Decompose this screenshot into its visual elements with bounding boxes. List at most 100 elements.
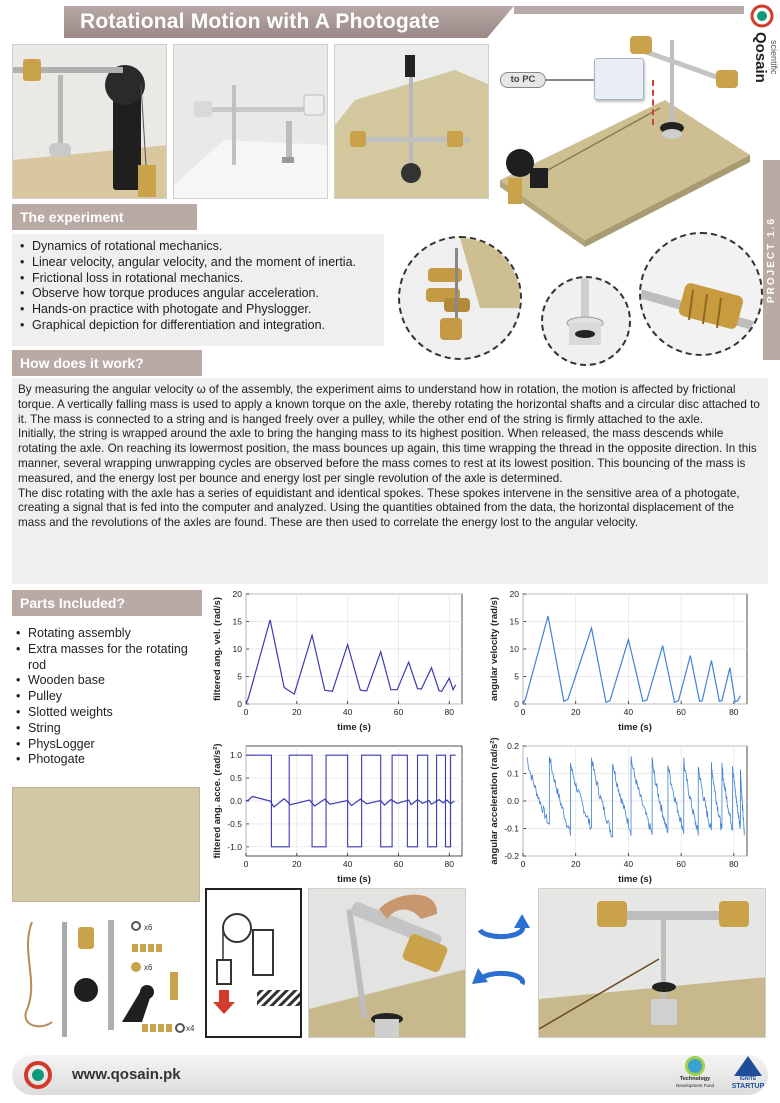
footer-bar: [12, 1055, 768, 1095]
svg-text:Qosain: Qosain: [752, 32, 769, 83]
x-tick-label: 80: [729, 859, 739, 869]
x-axis-label: time (s): [618, 874, 652, 885]
svg-text:scientific: scientific: [769, 40, 779, 75]
wooden-base-image: [12, 787, 200, 902]
connector-line: [546, 79, 594, 81]
tech-fund-icon: [685, 1056, 705, 1076]
x-tick-label: 20: [571, 859, 581, 869]
tech-fund-line1: Technology: [679, 1076, 711, 1082]
footer-logo: [20, 1058, 56, 1092]
photo-pulley-assembly: [12, 44, 167, 199]
how-heading: How does it work?: [12, 350, 202, 376]
experiment-list: Dynamics of rotational mechanics. Linear…: [20, 239, 376, 334]
series-line: [522, 615, 741, 705]
pulley-diagram: [205, 888, 302, 1038]
experiment-heading: The experiment: [12, 204, 197, 230]
project-tag: PROJECT 1.6: [763, 160, 780, 360]
y-tick-label: 0.0: [507, 796, 519, 806]
detail-photogate-disc: [541, 276, 631, 366]
parts-heading: Parts Included?: [12, 590, 202, 616]
series-line: [526, 755, 745, 838]
parts-item: Slotted weights: [16, 705, 198, 721]
parts-item: Wooden base: [16, 673, 198, 689]
x-tick-label: 40: [624, 707, 634, 717]
y-axis-label: filtered ang. vel. (rad/s): [212, 597, 223, 701]
experiment-item: Graphical depiction for differentiation …: [20, 318, 376, 334]
y-axis-label: angular acceleration (rad/s²): [489, 738, 500, 865]
series-line-square: [246, 754, 456, 848]
y-tick-label: 20: [233, 589, 243, 599]
x-tick-label: 80: [445, 707, 455, 717]
y-tick-label: 5: [237, 672, 242, 682]
experiment-item: Frictional loss in rotational mechanics.: [20, 271, 376, 287]
y-tick-label: -0.5: [227, 819, 242, 829]
svg-text:x6: x6: [144, 963, 153, 972]
experiment-item: Hands-on practice with photogate and Phy…: [20, 302, 376, 318]
tech-fund-logo: Technology Development Fund: [670, 1056, 720, 1096]
startup-logo: IGNITE STARTUP: [726, 1054, 770, 1096]
detail-slotted-weights: [398, 236, 522, 360]
svg-text:x6: x6: [144, 923, 153, 932]
x-tick-label: 80: [445, 859, 455, 869]
y-tick-label: 20: [510, 589, 520, 599]
brand-logo-mark: Qosain scientific: [750, 4, 779, 83]
parts-panel: Rotating assembly Extra masses for the r…: [12, 622, 202, 772]
y-tick-label: 15: [510, 617, 520, 627]
parts-item: String: [16, 721, 198, 737]
y-tick-label: 0: [237, 699, 242, 709]
parts-item: Pulley: [16, 689, 198, 705]
page-title: Rotational Motion with A Photogate: [64, 6, 514, 38]
how-panel: By measuring the angular velocity ω of t…: [12, 378, 768, 584]
x-tick-label: 0: [244, 707, 249, 717]
x-tick-label: 0: [521, 859, 526, 869]
x-tick-label: 20: [292, 859, 302, 869]
cable-line: [652, 80, 654, 125]
x-tick-label: 60: [676, 859, 686, 869]
x-tick-label: 20: [292, 707, 302, 717]
website-link[interactable]: www.qosain.pk: [72, 1066, 181, 1083]
photo-top-view: [334, 44, 489, 199]
experiment-item: Dynamics of rotational mechanics.: [20, 239, 376, 255]
y-tick-label: 0: [514, 699, 519, 709]
y-tick-label: -0.1: [504, 824, 519, 834]
startup-label: STARTUP: [731, 1083, 765, 1090]
x-tick-label: 60: [394, 707, 404, 717]
x-axis-label: time (s): [618, 722, 652, 733]
x-axis-label: time (s): [337, 874, 371, 885]
photo-string-wound: [538, 888, 766, 1038]
x-tick-label: 40: [343, 707, 353, 717]
y-tick-label: 5: [514, 672, 519, 682]
y-tick-label: 10: [510, 644, 520, 654]
rotation-arrows: [470, 900, 532, 1020]
to-pc-label: to PC: [500, 72, 546, 88]
tech-fund-line2: Development Fund: [675, 1083, 715, 1088]
parts-layout-image: x6 x6 x4: [12, 912, 202, 1040]
photo-rotating-rod: [173, 44, 328, 199]
x-tick-label: 0: [244, 859, 249, 869]
experiment-panel: Dynamics of rotational mechanics. Linear…: [12, 234, 384, 346]
parts-item: Extra masses for the rotating rod: [16, 642, 198, 674]
x-tick-label: 60: [394, 859, 404, 869]
parts-list: Rotating assembly Extra masses for the r…: [16, 626, 198, 768]
photo-hand-wrapping: [308, 888, 466, 1038]
how-paragraph: The disc rotating with the axle has a se…: [18, 486, 740, 530]
startup-icon: [734, 1056, 762, 1076]
x-tick-label: 40: [343, 859, 353, 869]
experiment-item: Observe how torque produces angular acce…: [20, 286, 376, 302]
x-tick-label: 20: [571, 707, 581, 717]
y-axis-label: angular velocity (rad/s): [489, 597, 500, 701]
parts-item: Photogate: [16, 752, 198, 768]
detail-mass-rod: [639, 232, 763, 356]
y-axis-label: filtered ang. acce. (rad/s²): [212, 743, 223, 858]
chart-filtered-ang-acce: -1.0 -0.5 0.0 0.5 1.0 0 20 40 60 80 time (s) filter…: [210, 738, 472, 886]
chart-angular-acceleration: -0.2 -0.1 0.0 0.1 0.2 0 20 40 60 80 time (s) angula…: [487, 737, 757, 886]
series-line: [245, 619, 457, 705]
x-tick-label: 40: [624, 859, 634, 869]
y-tick-label: 0.2: [507, 741, 519, 751]
x-tick-label: 0: [521, 707, 526, 717]
title-stripe: [514, 6, 744, 14]
brand-logo: Qosain scientific: [744, 0, 780, 150]
apparatus-render: [490, 30, 760, 250]
y-tick-label: 10: [233, 644, 243, 654]
svg-text:x4: x4: [186, 1024, 195, 1033]
